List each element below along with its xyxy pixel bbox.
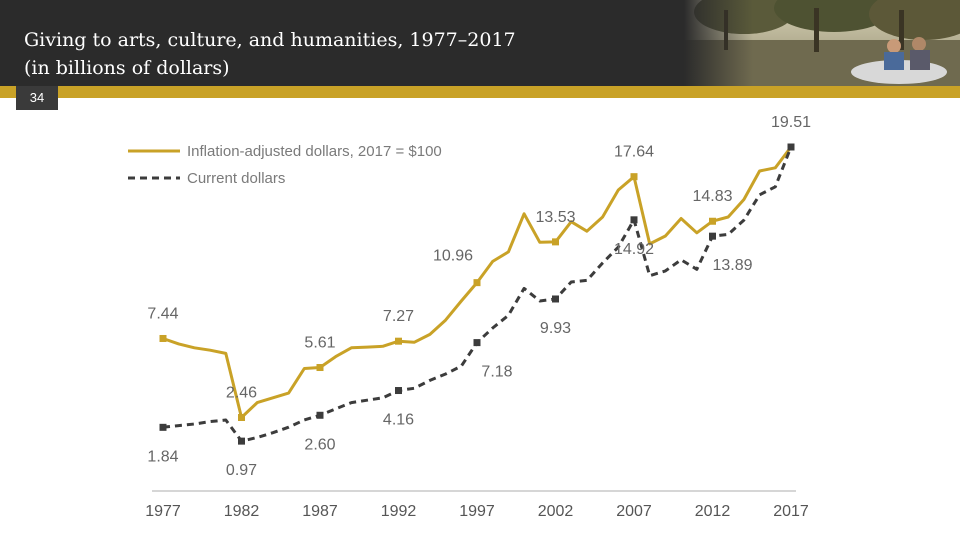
marker-current-2017 bbox=[787, 143, 795, 151]
legend: Inflation-adjusted dollars, 2017 = $100 … bbox=[128, 143, 442, 187]
marker-current-2007 bbox=[630, 216, 638, 224]
x-tick-label: 2007 bbox=[616, 503, 652, 520]
data-label: 13.53 bbox=[535, 209, 575, 226]
data-label: 13.89 bbox=[712, 257, 752, 274]
data-label: 17.64 bbox=[614, 144, 654, 161]
data-label: 7.18 bbox=[481, 364, 512, 381]
legend-label-current: Current dollars bbox=[187, 170, 285, 187]
x-tick-label: 1997 bbox=[459, 503, 495, 520]
marker-current-2002 bbox=[552, 295, 559, 303]
marker-inflation-2002 bbox=[552, 238, 559, 246]
marker-current-1992 bbox=[395, 387, 402, 395]
data-label: 5.61 bbox=[304, 335, 335, 352]
data-label: 19.51 bbox=[771, 114, 811, 131]
data-label: 14.92 bbox=[614, 241, 654, 258]
data-label: 2.46 bbox=[226, 384, 257, 401]
data-label: 2.60 bbox=[304, 436, 335, 453]
x-tick-label: 1982 bbox=[224, 503, 260, 520]
marker-current-2012 bbox=[709, 232, 716, 240]
data-label: 7.27 bbox=[383, 308, 414, 325]
plot-area: 1977 1982 1987 1992 1997 2002 2007 2012 2017 7.44… bbox=[145, 114, 811, 520]
data-label: 9.93 bbox=[540, 320, 571, 337]
accent-band bbox=[0, 86, 960, 98]
marker-inflation-2012 bbox=[709, 217, 716, 225]
x-tick-label: 2002 bbox=[538, 503, 574, 520]
marker-current-1977 bbox=[159, 423, 167, 431]
title-line-1: Giving to arts, culture, and humanities,… bbox=[24, 29, 516, 51]
marker-current-1997 bbox=[473, 339, 481, 347]
marker-inflation-1977 bbox=[159, 334, 167, 342]
x-tick-label: 1977 bbox=[145, 503, 181, 520]
slide-title: Giving to arts, culture, and humanities,… bbox=[24, 26, 516, 82]
x-tick-label: 1987 bbox=[302, 503, 338, 520]
marker-current-1982 bbox=[238, 437, 245, 445]
legend-label-inflation: Inflation-adjusted dollars, 2017 = $100 bbox=[187, 143, 442, 160]
data-label: 0.97 bbox=[226, 462, 257, 479]
x-tick-label: 2017 bbox=[773, 503, 809, 520]
header-photo-image bbox=[684, 0, 960, 86]
marker-inflation-1992 bbox=[395, 337, 402, 345]
x-tick-label: 1992 bbox=[381, 503, 417, 520]
data-label: 14.83 bbox=[692, 188, 732, 205]
marker-inflation-2007 bbox=[630, 173, 638, 181]
slide-number: 34 bbox=[16, 86, 58, 110]
marker-inflation-1987 bbox=[316, 364, 324, 372]
data-label: 7.44 bbox=[147, 305, 178, 322]
title-line-2: (in billions of dollars) bbox=[24, 57, 230, 79]
data-label: 10.96 bbox=[433, 248, 473, 265]
marker-inflation-1982 bbox=[238, 413, 245, 421]
slide-header: Giving to arts, culture, and humanities,… bbox=[0, 0, 960, 86]
header-photo bbox=[684, 0, 960, 86]
x-tick-label: 2012 bbox=[695, 503, 731, 520]
data-label: 4.16 bbox=[383, 412, 414, 429]
data-label: 1.84 bbox=[147, 448, 178, 465]
marker-current-1987 bbox=[316, 411, 324, 419]
marker-inflation-1997 bbox=[473, 279, 481, 287]
